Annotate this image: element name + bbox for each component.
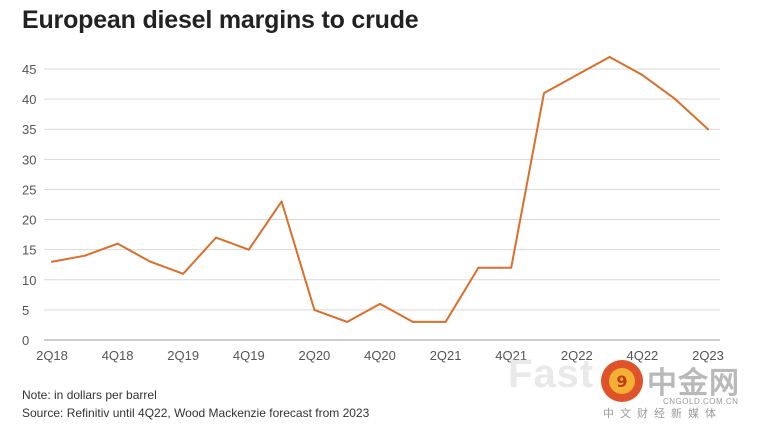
data-point xyxy=(411,320,414,323)
x-tick-label: 2Q18 xyxy=(36,348,68,363)
cngold-logo-url: CNGOLD.COM.CN xyxy=(663,397,739,406)
data-point xyxy=(543,92,545,95)
cngold-logo-tagline: 中文财经新媒体 xyxy=(603,407,722,420)
y-tick-label: 10 xyxy=(22,273,36,288)
y-tick-label: 45 xyxy=(22,62,36,77)
cngold-logo: 9 中金网 CNGOLD.COM.CN 中文财经新媒体 xyxy=(601,358,751,422)
data-point xyxy=(215,236,217,239)
y-tick-label: 30 xyxy=(22,152,36,167)
data-point xyxy=(641,74,644,77)
x-tick-label: 2Q23 xyxy=(692,348,724,363)
x-tick-label: 4Q22 xyxy=(626,348,658,363)
data-point xyxy=(510,266,513,269)
x-tick-label: 4Q19 xyxy=(233,348,265,363)
data-point xyxy=(182,272,185,275)
data-point xyxy=(575,74,578,77)
data-point xyxy=(116,242,119,245)
x-tick-label: 2Q19 xyxy=(167,348,199,363)
cngold-logo-name: 中金网 xyxy=(647,366,740,401)
y-tick-label: 40 xyxy=(22,92,36,107)
line-chart: 0 5 10 15 20 25 30 35 40 45 2Q18 4Q18 2Q19 4Q19 2Q20 4Q… xyxy=(22,55,724,363)
x-tick-label: 4Q18 xyxy=(102,348,134,363)
data-point xyxy=(379,302,381,305)
y-tick-label: 5 xyxy=(22,303,29,318)
y-tick-label: 20 xyxy=(22,213,36,228)
data-point xyxy=(477,266,480,269)
data-point xyxy=(313,308,316,311)
y-tick-label: 35 xyxy=(22,122,36,137)
data-point xyxy=(346,320,349,323)
y-tick-label: 25 xyxy=(22,182,36,197)
y-tick-label: 15 xyxy=(22,243,36,258)
x-tick-label: 4Q21 xyxy=(495,348,527,363)
x-tick-label: 2Q20 xyxy=(298,348,330,363)
cngold-logo-icon: 9 xyxy=(601,360,643,402)
data-point xyxy=(674,98,677,101)
x-tick-label: 2Q22 xyxy=(561,348,593,363)
x-tick-label: 4Q20 xyxy=(364,348,396,363)
x-tick-label: 2Q21 xyxy=(430,348,462,363)
data-point xyxy=(280,200,283,203)
data-point xyxy=(247,248,250,251)
fastbull-watermark: Fast xyxy=(508,352,595,396)
y-tick-label: 0 xyxy=(22,333,29,348)
data-point xyxy=(149,260,152,263)
cngold-logo-glyph: 9 xyxy=(609,368,635,394)
data-point xyxy=(444,320,447,323)
data-point xyxy=(608,55,611,58)
data-point xyxy=(83,254,86,257)
data-point xyxy=(51,260,53,263)
chart-title: European diesel margins to crude xyxy=(22,6,419,34)
data-point xyxy=(707,128,709,131)
chart-note: Note: in dollars per barrel xyxy=(22,388,157,402)
chart-source: Source: Refinitiv until 4Q22, Wood Macke… xyxy=(22,406,370,420)
